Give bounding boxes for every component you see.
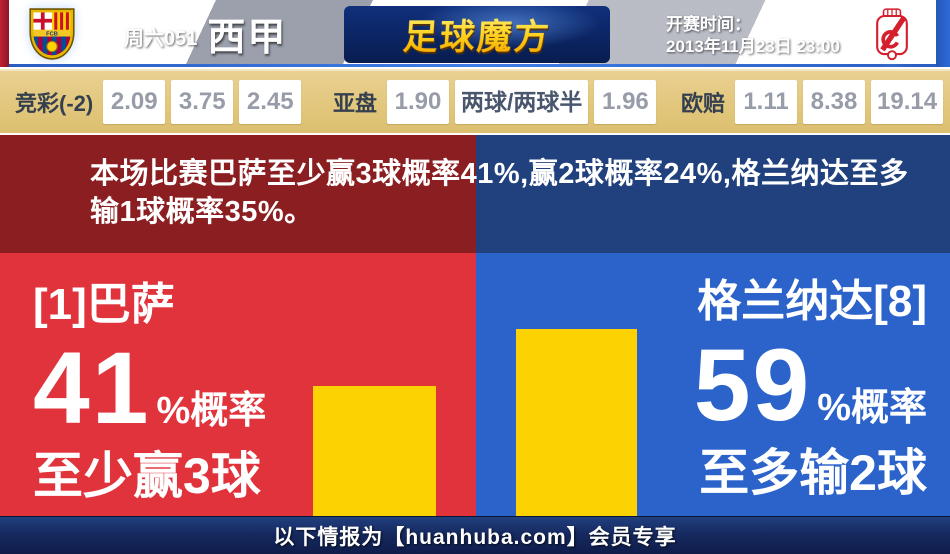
right-blue-edge-stripe [936,0,950,67]
home-percent-suffix: %概率 [156,390,267,432]
yapan-label: 亚盘 [333,91,378,116]
home-probability: 41 %概率 [33,337,266,439]
away-probability: 59 %概率 [694,334,927,436]
away-percent-value: 59 [693,328,812,442]
oupei-draw-odds: 8.38 [803,80,866,124]
jingcai-draw-odds: 3.75 [171,80,234,124]
footer-text: 以下情报为【huanhuba.com】会员专享 [273,526,677,549]
probability-panels: 本场比赛巴萨至少赢3球概率41%,赢2球概率24%,格兰纳达至多输1球概率35%… [0,135,950,516]
oupei-home-odds: 1.11 [735,80,798,124]
match-summary-text: 本场比赛巴萨至少赢3球概率41%,赢2球概率24%,格兰纳达至多输1球概率35%… [90,158,909,228]
oupei-label: 欧赔 [681,91,726,116]
away-percent-suffix: %概率 [817,387,927,429]
jingcai-away-odds: 2.45 [239,80,302,124]
home-team-block: [1]巴萨 41 %概率 至少赢3球 [33,280,266,504]
match-info: 周六051 西甲 [124,0,287,67]
site-logo-text: 足球魔方 [401,9,553,60]
odds-group-oupei: 欧赔 1.11 8.38 19.14 [681,71,944,133]
fc-barcelona-crest-icon: FCB [28,7,76,66]
yapan-away-odds: 1.96 [594,80,657,124]
jingcai-label: 竞彩(-2) [15,91,94,116]
home-percent-value: 41 [33,331,151,445]
league-name: 西甲 [207,17,288,59]
home-team-name: [1]巴萨 [33,280,175,329]
odds-bar: 竞彩(-2) 2.09 3.75 2.45 亚盘 1.90 两球/两球半 1.9… [0,69,950,133]
odds-group-jingcai: 竞彩(-2) 2.09 3.75 2.45 [15,71,302,133]
away-team-block: 格兰纳达[8] 59 %概率 至多输2球 [694,277,927,501]
home-probability-bar [313,386,436,516]
svg-text:FCB: FCB [46,31,58,37]
jingcai-home-odds: 2.09 [103,80,166,124]
match-header: FCB 周六051 西甲 足球魔方 开赛时间： 2013年11月23日 23:0… [0,0,950,67]
home-outcome-text: 至少赢3球 [33,448,261,504]
kickoff-datetime: 2013年11月23日 23:00 [666,37,840,56]
away-probability-bar [516,329,637,516]
match-number: 周六051 [124,28,198,50]
oupei-away-odds: 19.14 [871,80,944,124]
away-outcome-text: 至多输2球 [699,445,927,501]
yapan-home-odds: 1.90 [387,80,450,124]
away-team-name: 格兰纳达[8] [697,277,927,326]
yapan-handicap: 两球/两球半 [455,80,589,124]
left-red-edge-stripe [0,0,9,67]
odds-group-yapan: 亚盘 1.90 两球/两球半 1.96 [333,71,657,133]
kickoff-label: 开赛时间： [666,15,751,34]
site-logo-panel: 足球魔方 [344,6,610,63]
away-summary-band [476,135,950,253]
footer-bar: 以下情报为【huanhuba.com】会员专享 [0,516,950,554]
kickoff-time-block: 开赛时间： 2013年11月23日 23:00 [666,14,840,58]
granada-cf-crest-icon [874,7,910,66]
home-summary-band [0,135,476,253]
